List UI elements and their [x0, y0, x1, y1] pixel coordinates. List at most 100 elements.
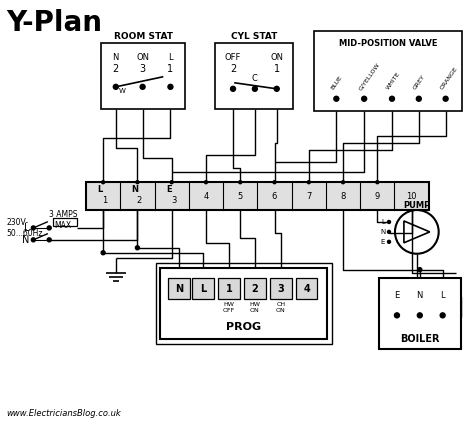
Circle shape [307, 181, 310, 184]
Circle shape [394, 313, 400, 318]
Text: 1: 1 [102, 196, 108, 205]
Text: L: L [440, 291, 445, 300]
Text: WHITE: WHITE [386, 71, 402, 91]
Circle shape [416, 96, 421, 101]
Bar [161, 268, 328, 339]
Circle shape [252, 86, 257, 91]
Circle shape [230, 86, 236, 91]
Bar [168, 278, 190, 300]
Circle shape [440, 313, 445, 318]
Text: HW: HW [224, 302, 235, 307]
Text: GREY: GREY [413, 74, 427, 91]
Text: W: W [118, 88, 125, 94]
Bar [379, 278, 461, 349]
Circle shape [418, 268, 422, 272]
Circle shape [204, 181, 208, 184]
Text: E: E [394, 291, 400, 300]
Text: 2: 2 [252, 283, 258, 294]
Text: E: E [381, 239, 385, 245]
Text: PUMP: PUMP [403, 201, 430, 210]
Circle shape [136, 246, 139, 250]
Bar [155, 263, 332, 344]
Circle shape [388, 220, 391, 223]
Circle shape [136, 181, 139, 184]
Text: 8: 8 [340, 192, 346, 201]
Text: E: E [166, 184, 172, 193]
Text: 1: 1 [226, 283, 232, 294]
Circle shape [443, 96, 448, 101]
Bar [86, 182, 429, 210]
Text: N: N [113, 53, 119, 62]
Text: L: L [24, 223, 29, 233]
Text: CYL STAT: CYL STAT [231, 32, 277, 41]
Text: 2: 2 [230, 64, 236, 74]
Text: MID-POSITION VALVE: MID-POSITION VALVE [339, 39, 437, 48]
Circle shape [273, 181, 276, 184]
Text: OFF: OFF [223, 308, 235, 313]
Text: 230V-
50...60Hz: 230V- 50...60Hz [7, 218, 43, 238]
Circle shape [388, 230, 391, 233]
Circle shape [376, 181, 379, 184]
Circle shape [47, 226, 51, 230]
Text: L: L [168, 53, 173, 62]
Text: 3: 3 [139, 64, 146, 74]
Bar [244, 278, 266, 300]
Text: 7: 7 [306, 192, 311, 201]
Text: 6: 6 [272, 192, 277, 201]
Text: 2: 2 [113, 64, 119, 74]
Text: N: N [22, 235, 29, 245]
Text: BLUE: BLUE [330, 75, 344, 91]
Bar [314, 31, 462, 111]
Bar [296, 278, 318, 300]
Circle shape [170, 181, 173, 184]
Text: G/YELLOW: G/YELLOW [358, 61, 381, 91]
Circle shape [101, 251, 105, 255]
Circle shape [113, 84, 118, 89]
Circle shape [417, 313, 422, 318]
Text: ON: ON [250, 308, 260, 313]
Text: L: L [98, 184, 103, 193]
Text: L: L [381, 219, 385, 225]
Text: N: N [417, 291, 423, 300]
Bar [53, 218, 77, 226]
Text: 4: 4 [303, 283, 310, 294]
Text: 3: 3 [171, 196, 176, 205]
Text: Y-Plan: Y-Plan [7, 9, 102, 37]
Text: 2: 2 [137, 196, 142, 205]
Text: ON: ON [276, 308, 286, 313]
Text: HW: HW [249, 302, 260, 307]
Text: 10: 10 [406, 192, 417, 201]
Circle shape [31, 238, 36, 242]
Text: ON: ON [270, 53, 283, 62]
Bar [101, 43, 185, 109]
Text: N: N [131, 184, 138, 193]
Text: L: L [200, 283, 206, 294]
Text: N: N [175, 283, 183, 294]
Text: 5: 5 [237, 192, 243, 201]
Circle shape [388, 241, 391, 243]
Circle shape [47, 238, 51, 242]
Circle shape [274, 86, 279, 91]
Circle shape [239, 181, 242, 184]
Bar [218, 278, 240, 300]
Text: OFF: OFF [225, 53, 241, 62]
Text: 3 AMPS
MAX: 3 AMPS MAX [49, 210, 77, 230]
Bar [192, 278, 214, 300]
Text: C: C [252, 74, 258, 83]
Text: 1: 1 [273, 64, 280, 74]
Text: 1: 1 [167, 64, 173, 74]
Text: CH: CH [276, 302, 285, 307]
Circle shape [362, 96, 367, 101]
Bar [215, 43, 292, 109]
Text: PROG: PROG [227, 322, 262, 332]
Text: ORANGE: ORANGE [439, 66, 459, 91]
Circle shape [168, 84, 173, 89]
Text: N: N [381, 229, 386, 235]
Circle shape [140, 84, 145, 89]
Circle shape [31, 226, 36, 230]
Circle shape [101, 181, 105, 184]
Text: ON: ON [136, 53, 149, 62]
Text: 3: 3 [277, 283, 284, 294]
Circle shape [342, 181, 345, 184]
Circle shape [334, 96, 339, 101]
